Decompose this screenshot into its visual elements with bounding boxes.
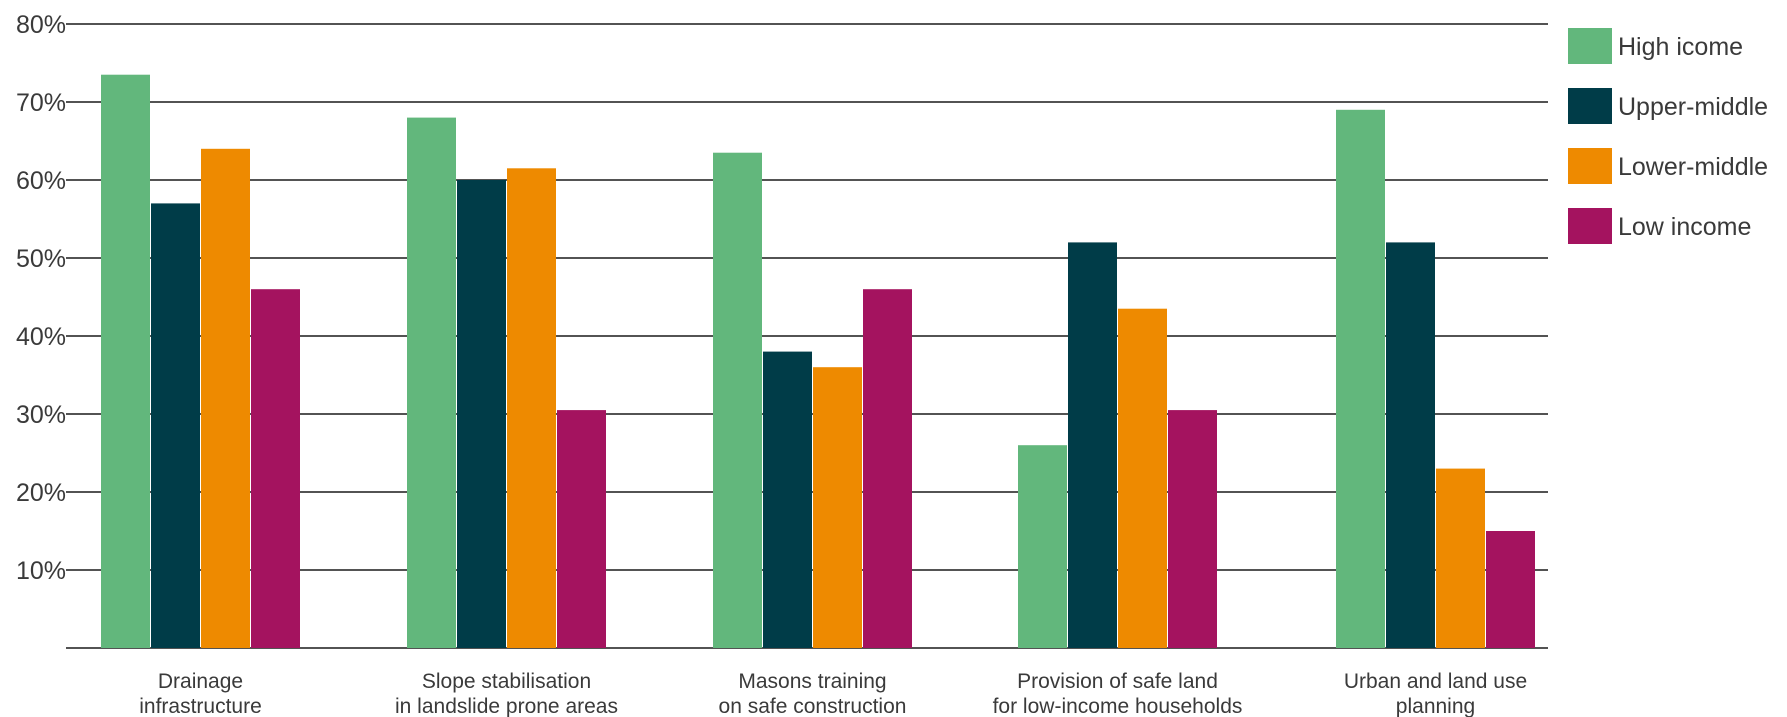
y-tick-label: 60% (16, 167, 66, 195)
x-tick-label: planning (1396, 695, 1475, 717)
bar (251, 289, 300, 648)
legend-label: Lower-middle (1618, 153, 1768, 181)
y-tick-label: 30% (16, 401, 66, 429)
legend-swatch (1568, 88, 1612, 124)
legend-label: High icome (1618, 33, 1743, 61)
bar (1018, 445, 1067, 648)
bar (557, 410, 606, 648)
bar (1336, 109, 1385, 649)
legend-swatch (1568, 148, 1612, 184)
bar (457, 180, 506, 648)
bar (507, 168, 556, 649)
bar (1436, 468, 1485, 648)
y-axis: 80% 70% 60% 50% 40% 30% 20% 10% (16, 11, 66, 585)
legend: High icome Upper-middle Lower-middle Low in… (1568, 28, 1768, 244)
bar (407, 117, 456, 649)
x-tick-label: Urban and land use (1344, 670, 1527, 693)
legend-swatch (1568, 208, 1612, 244)
bar (1168, 410, 1217, 648)
legend-label: Upper-middle (1618, 93, 1768, 121)
y-tick-label: 40% (16, 323, 66, 351)
x-tick-label: Slope stabilisation (422, 670, 591, 693)
bar (713, 152, 762, 648)
y-tick-label: 10% (16, 557, 66, 585)
bar (863, 289, 912, 648)
x-tick-label: Masons training (738, 670, 886, 693)
bar (1118, 308, 1167, 648)
x-tick-label: for low-income households (993, 695, 1243, 717)
x-tick-label: in landslide prone areas (395, 695, 618, 717)
legend-swatch (1568, 28, 1612, 64)
bar (151, 203, 200, 648)
bar (201, 148, 250, 649)
bar (101, 74, 150, 648)
bar (1068, 242, 1117, 648)
legend-label: Low income (1618, 213, 1751, 241)
bar (1386, 242, 1435, 648)
bars (101, 74, 1535, 649)
x-tick-label: Drainage (158, 670, 243, 693)
y-tick-label: 70% (16, 89, 66, 117)
y-tick-label: 20% (16, 479, 66, 507)
x-tick-label: infrastructure (139, 695, 262, 717)
bar (763, 351, 812, 648)
x-tick-label: Provision of safe land (1017, 670, 1218, 693)
y-tick-label: 50% (16, 245, 66, 273)
x-tick-label: on safe construction (719, 695, 907, 717)
bar (813, 367, 862, 648)
y-tick-label: 80% (16, 11, 66, 39)
bar (1486, 531, 1535, 648)
